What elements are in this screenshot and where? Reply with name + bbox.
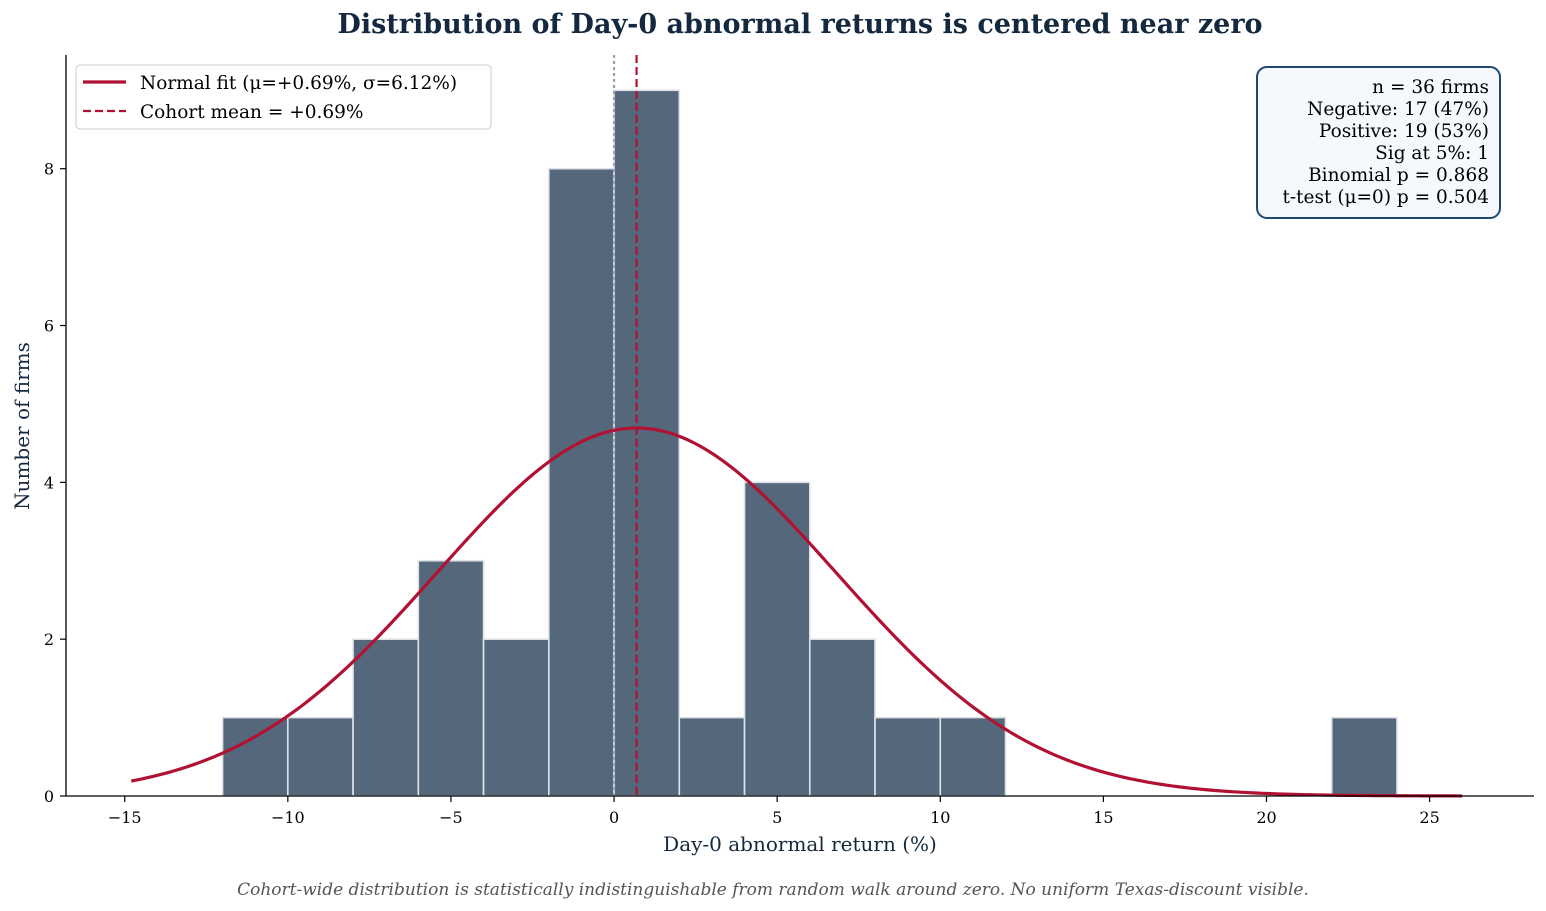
stats-line-positive: Positive: 19 (53%) bbox=[1319, 121, 1489, 142]
normal-fit-curve bbox=[130, 426, 1463, 798]
y-axis-label: Number of firms bbox=[10, 342, 34, 510]
histogram-bar bbox=[939, 716, 1007, 797]
stats-line-n: n = 36 firms bbox=[1372, 77, 1489, 98]
histogram-bar bbox=[808, 638, 876, 797]
x-tick-label: −5 bbox=[439, 808, 463, 827]
histogram-bar bbox=[352, 638, 420, 797]
histogram-bar bbox=[743, 481, 811, 797]
stats-line-negative: Negative: 17 (47%) bbox=[1307, 99, 1489, 120]
reference-lines bbox=[612, 55, 638, 796]
x-tick-label: 15 bbox=[1093, 808, 1113, 827]
y-tick-label: 4 bbox=[44, 473, 54, 492]
stats-box: n = 36 firms Negative: 17 (47%) Positive… bbox=[1256, 66, 1501, 219]
histogram-bar bbox=[287, 716, 354, 797]
y-tick-label: 0 bbox=[44, 787, 54, 806]
x-tick-label: −15 bbox=[108, 808, 142, 827]
legend-frame bbox=[75, 64, 492, 130]
histogram-bar bbox=[548, 167, 615, 797]
x-tick-label: −10 bbox=[271, 808, 305, 827]
x-ticks: −15 −10 −5 0 5 10 15 20 25 bbox=[108, 796, 1440, 827]
y-tick-label: 8 bbox=[44, 160, 54, 179]
chart-title: Distribution of Day-0 abnormal returns i… bbox=[337, 9, 1262, 40]
axes bbox=[65, 55, 1534, 797]
stats-line-ttest: t-test (μ=0) p = 0.504 bbox=[1282, 187, 1489, 208]
chart-caption: Cohort-wide distribution is statisticall… bbox=[237, 880, 1309, 900]
legend-cohort-mean-label: Cohort mean = +0.69% bbox=[140, 102, 363, 123]
legend: Normal fit (μ=+0.69%, σ=6.12%) Cohort me… bbox=[75, 64, 492, 130]
stats-box-frame bbox=[1256, 66, 1501, 219]
histogram-bar bbox=[1330, 716, 1398, 797]
histogram-bar bbox=[221, 716, 289, 797]
stats-line-significant: Sig at 5%: 1 bbox=[1375, 143, 1489, 164]
x-tick-label: 0 bbox=[609, 808, 619, 827]
x-tick-label: 10 bbox=[930, 808, 950, 827]
y-ticks: 0 2 4 6 8 bbox=[44, 160, 66, 806]
histogram-bar bbox=[874, 716, 942, 797]
y-tick-label: 2 bbox=[44, 630, 54, 649]
histogram-bar bbox=[678, 716, 746, 797]
histogram-bar bbox=[613, 89, 681, 797]
x-tick-label: 25 bbox=[1419, 808, 1439, 827]
x-tick-label: 20 bbox=[1256, 808, 1276, 827]
bars-group bbox=[221, 89, 1398, 797]
x-axis-label: Day-0 abnormal return (%) bbox=[663, 832, 937, 856]
legend-normal-fit-label: Normal fit (μ=+0.69%, σ=6.12%) bbox=[140, 73, 457, 94]
x-tick-label: 5 bbox=[772, 808, 782, 827]
histogram-bar bbox=[482, 638, 550, 797]
stats-line-binomial: Binomial p = 0.868 bbox=[1308, 165, 1489, 186]
y-tick-label: 6 bbox=[44, 317, 54, 336]
histogram-bar bbox=[417, 559, 485, 797]
